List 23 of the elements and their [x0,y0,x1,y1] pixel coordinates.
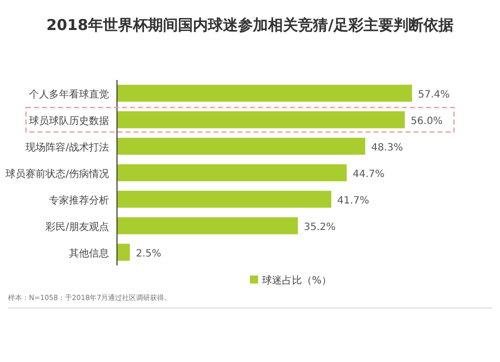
bar [117,111,405,128]
data-label: 44.7% [352,168,385,180]
y-tick-label: 个人多年看球直觉 [29,88,109,100]
bar [117,138,366,155]
y-tick-label: 现场阵容/战术打法 [26,141,109,154]
data-label: 41.7% [337,195,370,206]
bar [117,164,347,182]
bar [117,190,332,208]
y-tick-label: 专家推荐分析 [49,194,109,206]
y-tick-label: 彩民/朋友观点 [46,220,109,233]
bar [117,244,130,261]
y-tick-label: 球员球队历史数据 [29,114,109,127]
data-label: 48.3% [371,142,404,154]
data-label: 35.2% [304,222,336,233]
y-tick-label: 其他信息 [69,247,109,260]
data-label: 56.0% [410,116,443,127]
bar [117,217,298,234]
data-label: 2.5% [136,248,162,260]
chart-title: 2018年世界杯期间国内球迷参加相关竞猜/足彩主要判断依据 [46,16,454,34]
legend-label: 球迷占比（%） [262,274,332,286]
y-tick-label: 球员赛前状态/伤病情况 [6,168,109,180]
bar [117,84,412,102]
data-label: 57.4% [418,89,450,100]
